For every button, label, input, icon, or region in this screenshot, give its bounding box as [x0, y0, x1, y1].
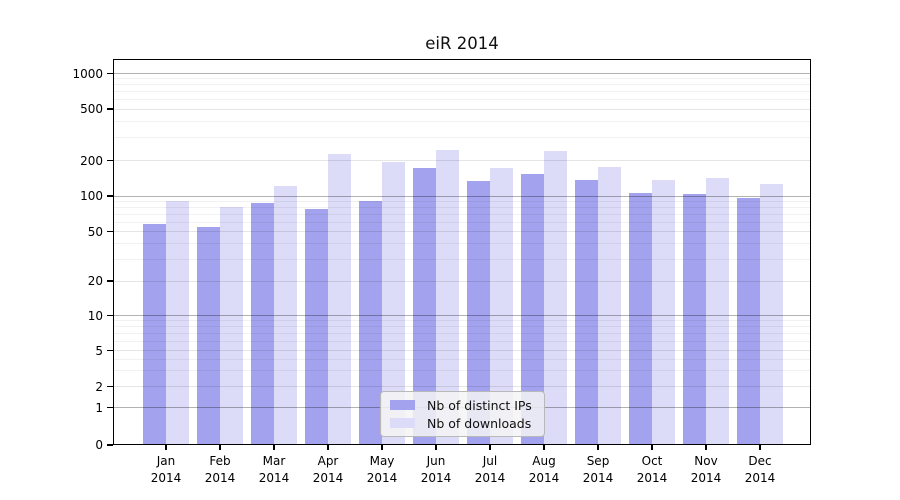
x-tick-label-oct: Oct 2014 — [636, 454, 668, 485]
legend-swatch-downloads — [390, 417, 415, 429]
y-tick-1 — [107, 406, 113, 409]
gridline-minor — [113, 137, 811, 139]
bar-oct-distinct-ips — [629, 193, 652, 445]
y-tick-label-5: 5 — [95, 343, 103, 358]
bar-dec-downloads — [760, 184, 783, 445]
y-tick-label-50: 50 — [87, 224, 103, 239]
x-tick-jul — [489, 445, 491, 450]
bar-feb-downloads — [220, 206, 243, 445]
gridline-minor — [113, 91, 811, 93]
chart-title: eiR 2014 — [425, 34, 499, 53]
x-tick-label-dec: Dec 2014 — [744, 454, 776, 485]
y-tick-label-1000: 1000 — [72, 66, 103, 81]
y-tick-10 — [107, 314, 113, 317]
legend-entry-distinct-ips: Nb of distinct IPs — [390, 399, 535, 412]
plot-area — [113, 59, 811, 445]
x-tick-label-mar: Mar 2014 — [258, 454, 290, 485]
legend-label-downloads: Nb of downloads — [427, 415, 532, 431]
x-tick-apr — [327, 445, 329, 450]
bar-jan-distinct-ips — [143, 223, 166, 445]
gridline-1000 — [113, 73, 811, 74]
gridline-minor — [113, 121, 811, 123]
y-tick-50 — [107, 230, 113, 233]
bar-mar-downloads — [274, 186, 297, 445]
x-tick-mar — [273, 445, 275, 450]
x-tick-jan — [165, 445, 167, 450]
y-tick-label-10: 10 — [87, 308, 103, 323]
gridline-minor — [113, 78, 811, 80]
bar-may-distinct-ips — [359, 201, 382, 445]
y-tick-5 — [107, 349, 113, 352]
x-tick-label-apr: Apr 2014 — [312, 454, 344, 485]
y-tick-label-100: 100 — [80, 189, 103, 203]
bar-apr-downloads — [328, 153, 351, 445]
y-tick-500 — [107, 108, 113, 110]
y-tick-label-0: 0 — [95, 438, 103, 452]
x-tick-dec — [759, 445, 761, 450]
bar-nov-downloads — [706, 178, 729, 445]
x-tick-label-jun: Jun 2014 — [420, 454, 452, 485]
x-tick-nov — [705, 445, 707, 450]
x-tick-label-may: May 2014 — [366, 454, 398, 485]
x-tick-feb — [219, 445, 221, 450]
bar-feb-distinct-ips — [197, 226, 220, 445]
x-tick-jun — [435, 445, 437, 450]
y-tick-label-1: 1 — [95, 400, 103, 415]
bar-dec-distinct-ips — [737, 197, 760, 445]
y-tick-100 — [107, 195, 113, 197]
gridline-500 — [113, 108, 811, 110]
y-tick-2 — [107, 385, 113, 388]
y-tick-20 — [107, 280, 113, 282]
bar-nov-distinct-ips — [683, 193, 706, 445]
bar-jun-downloads — [436, 150, 459, 445]
bar-jul-downloads — [490, 168, 513, 445]
gridline-200 — [113, 160, 811, 161]
x-tick-label-feb: Feb 2014 — [204, 454, 236, 485]
x-tick-label-aug: Aug 2014 — [528, 454, 560, 485]
bar-mar-distinct-ips — [251, 203, 274, 445]
x-tick-may — [381, 445, 383, 450]
y-tick-label-200: 200 — [80, 153, 103, 168]
x-tick-label-jan: Jan 2014 — [150, 454, 182, 485]
bar-aug-distinct-ips — [521, 174, 544, 445]
y-tick-1000 — [107, 72, 113, 75]
x-tick-label-sep: Sep 2014 — [582, 454, 614, 485]
gridline-minor — [113, 84, 811, 86]
bar-jul-distinct-ips — [467, 181, 490, 445]
x-tick-label-jul: Jul 2014 — [474, 454, 506, 485]
bar-aug-downloads — [544, 150, 567, 445]
bar-oct-downloads — [652, 179, 675, 445]
legend: Nb of distinct IPs Nb of downloads — [380, 391, 545, 437]
x-tick-oct — [651, 445, 653, 450]
bar-jan-downloads — [166, 201, 189, 445]
legend-swatch-distinct-ips — [390, 399, 415, 411]
x-tick-label-nov: Nov 2014 — [690, 454, 722, 485]
x-tick-sep — [597, 445, 599, 450]
y-tick-label-500: 500 — [80, 102, 103, 116]
x-tick-aug — [543, 445, 545, 450]
bar-jun-distinct-ips — [413, 167, 436, 445]
legend-entry-downloads: Nb of downloads — [390, 417, 535, 430]
bar-apr-distinct-ips — [305, 209, 328, 445]
bar-sep-downloads — [598, 167, 621, 445]
y-tick-label-20: 20 — [87, 274, 103, 288]
bar-sep-distinct-ips — [575, 179, 598, 445]
bar-may-downloads — [382, 161, 405, 445]
y-tick-0 — [107, 444, 113, 446]
gridline-minor — [113, 99, 811, 101]
legend-label-distinct-ips: Nb of distinct IPs — [427, 397, 532, 413]
y-tick-200 — [107, 159, 113, 162]
y-tick-label-2: 2 — [95, 379, 103, 394]
